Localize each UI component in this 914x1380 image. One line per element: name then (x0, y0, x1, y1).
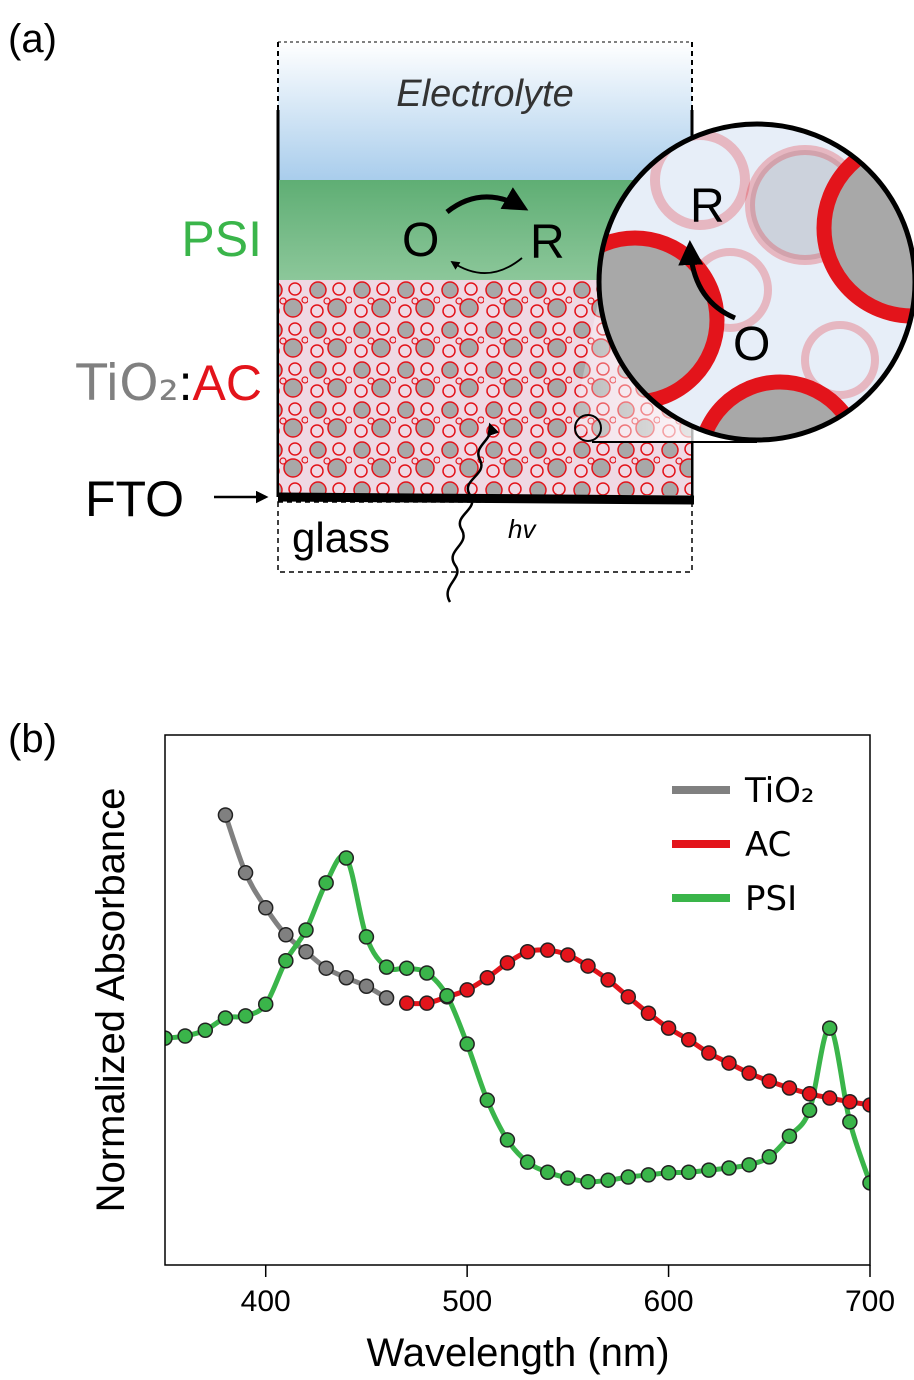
legend-label: PSI (745, 879, 797, 919)
data-point (742, 1158, 756, 1172)
data-point (500, 956, 514, 970)
data-point (581, 1175, 595, 1189)
x-tick-label: 700 (845, 1285, 895, 1318)
glass-label: glass (292, 514, 390, 561)
data-point (561, 1171, 575, 1185)
data-point (299, 945, 313, 959)
data-point (299, 923, 313, 937)
ac-label: AC (193, 355, 262, 411)
data-point (359, 930, 373, 944)
data-point (762, 1150, 776, 1164)
figure: (a) Electrolyte PSI TiO₂:AC FTO glass hv… (0, 0, 914, 1380)
legend-label: TiO₂ (744, 771, 815, 811)
data-point (178, 1029, 192, 1043)
data-point (803, 1103, 817, 1117)
tio2-ac-label: TiO₂:AC (75, 354, 262, 412)
x-axis-label: Wavelength (nm) (366, 1331, 669, 1375)
tio2-label: TiO₂ (75, 354, 178, 412)
data-point (279, 954, 293, 968)
data-point (440, 989, 454, 1003)
data-point (218, 808, 232, 822)
light-label: hv (508, 514, 537, 544)
data-point (319, 876, 333, 890)
data-point (641, 1006, 655, 1020)
separator: : (179, 355, 193, 411)
x-tick-label: 400 (241, 1285, 291, 1318)
data-point (541, 943, 555, 957)
data-point (742, 1066, 756, 1080)
data-point (319, 961, 333, 975)
data-point (339, 971, 353, 985)
fto-label: FTO (85, 471, 184, 527)
data-point (380, 960, 394, 974)
x-tick-label: 600 (644, 1285, 694, 1318)
data-point (198, 1023, 212, 1037)
oxidized-label: O (402, 214, 439, 267)
data-point (400, 996, 414, 1010)
data-point (823, 1021, 837, 1035)
data-point (641, 1168, 655, 1182)
data-point (581, 959, 595, 973)
reduced-label: R (530, 216, 565, 269)
data-point (339, 851, 353, 865)
data-point (682, 1165, 696, 1179)
series-line (225, 815, 386, 998)
panel-label: (b) (8, 717, 57, 761)
data-point (561, 948, 575, 962)
data-point (400, 961, 414, 975)
data-point (480, 971, 494, 985)
data-point (762, 1074, 776, 1088)
data-point (259, 997, 273, 1011)
data-point (279, 928, 293, 942)
data-point (682, 1033, 696, 1047)
data-point (420, 996, 434, 1010)
data-point (621, 990, 635, 1004)
data-point (521, 1155, 535, 1169)
fto-layer (278, 497, 694, 500)
data-point (239, 1009, 253, 1023)
data-point (218, 1011, 232, 1025)
data-point (702, 1046, 716, 1060)
data-point (843, 1095, 857, 1109)
data-point (480, 1093, 494, 1107)
x-tick-label: 500 (442, 1285, 492, 1318)
data-point (823, 1091, 837, 1105)
data-point (359, 979, 373, 993)
data-point (500, 1133, 514, 1147)
data-point (460, 1037, 474, 1051)
legend-label: AC (745, 825, 791, 865)
data-point (420, 966, 434, 980)
y-axis-label: Normalized Absorbance (89, 788, 133, 1213)
data-point (239, 866, 253, 880)
data-point (259, 901, 273, 915)
data-point (380, 991, 394, 1005)
panel-label: (a) (8, 17, 57, 61)
data-point (621, 1170, 635, 1184)
data-point (722, 1056, 736, 1070)
data-point (541, 1165, 555, 1179)
data-point (843, 1115, 857, 1129)
data-point (662, 1021, 676, 1035)
zoom-oxidized-label: O (733, 318, 770, 371)
data-point (722, 1161, 736, 1175)
data-point (782, 1129, 796, 1143)
data-point (702, 1163, 716, 1177)
series-line (407, 950, 870, 1105)
data-point (803, 1087, 817, 1101)
psi-label: PSI (181, 211, 262, 267)
data-point (521, 945, 535, 959)
data-point (601, 1173, 615, 1187)
electrolyte-label: Electrolyte (396, 73, 573, 115)
data-point (460, 983, 474, 997)
zoom-reduced-label: R (690, 180, 725, 233)
panel-a: (a) Electrolyte PSI TiO₂:AC FTO glass hv… (8, 17, 914, 602)
data-point (662, 1166, 676, 1180)
plot-area (158, 808, 877, 1190)
data-point (782, 1081, 796, 1095)
data-point (601, 973, 615, 987)
